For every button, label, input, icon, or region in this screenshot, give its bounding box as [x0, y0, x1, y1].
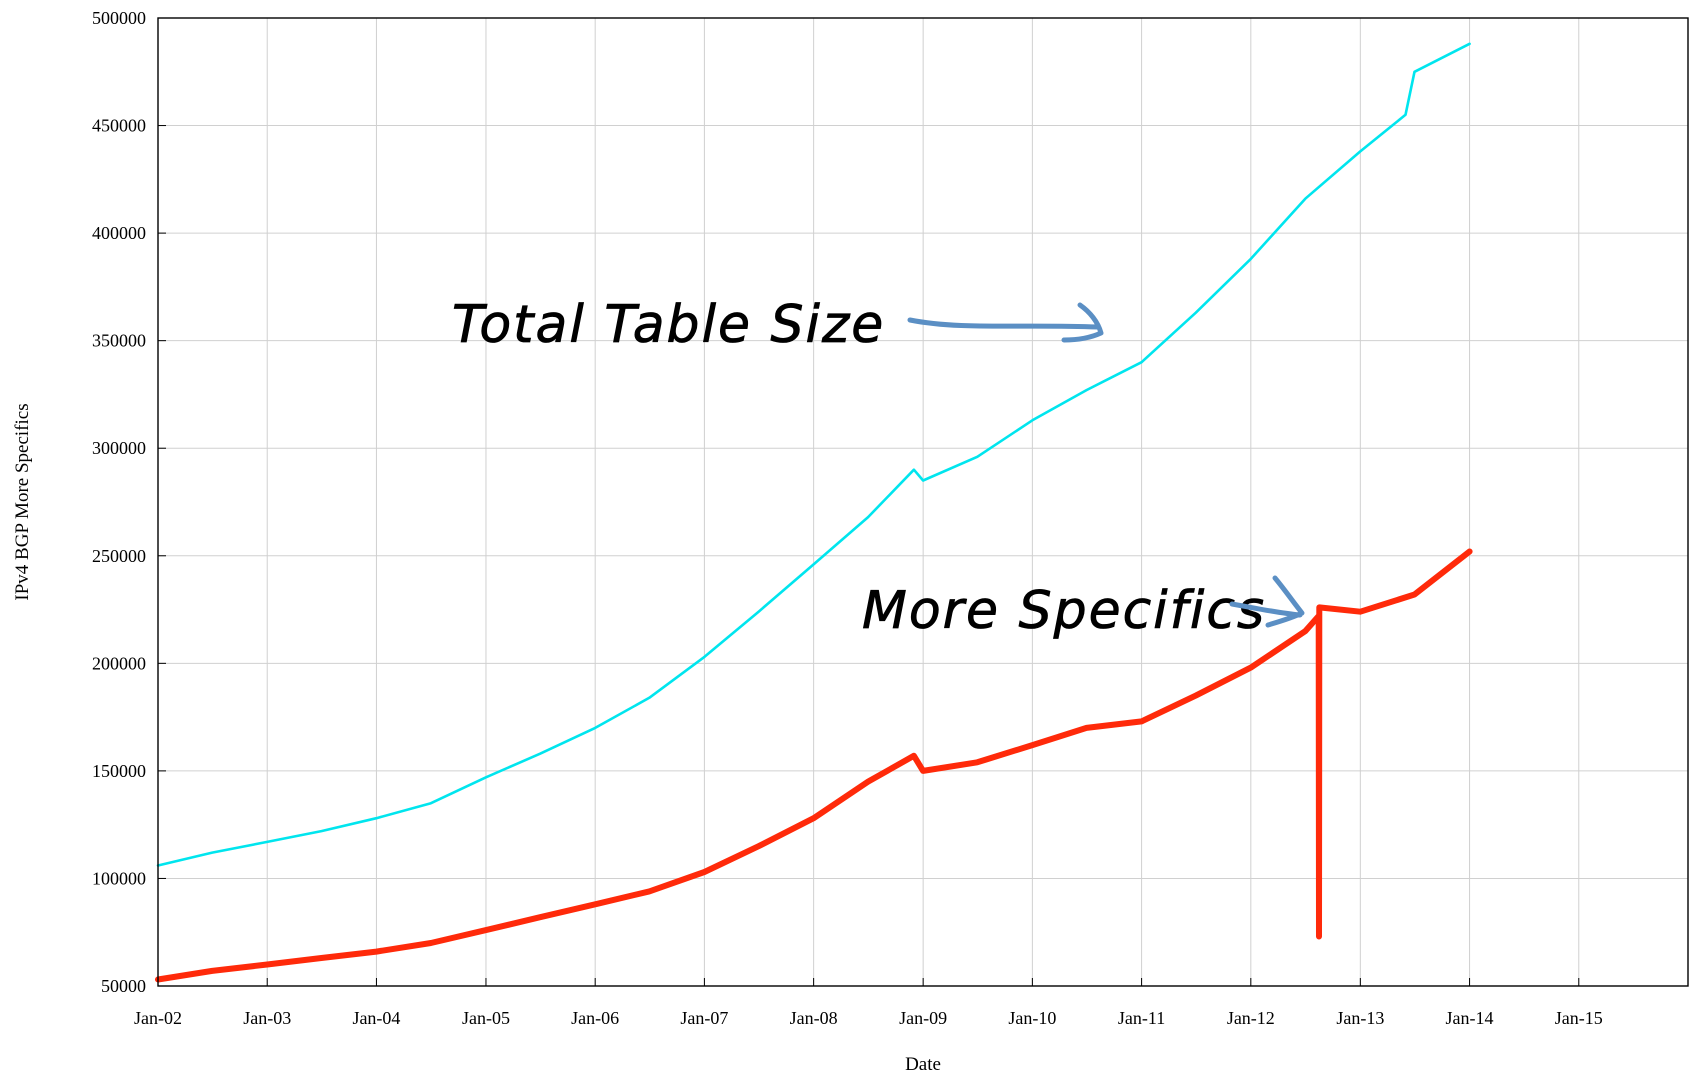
x-tick-label: Jan-05: [462, 1008, 510, 1028]
x-tick-label: Jan-06: [571, 1008, 619, 1028]
x-tick-label: Jan-10: [1008, 1008, 1056, 1028]
x-tick-label: Jan-09: [899, 1008, 947, 1028]
x-tick-label: Jan-14: [1446, 1008, 1494, 1028]
y-tick-label: 400000: [92, 223, 146, 243]
grid: [158, 18, 1688, 986]
x-tick-label: Jan-02: [134, 1008, 182, 1028]
y-tick-label: 500000: [92, 8, 146, 28]
annotations: Total Table Size More Specifics: [452, 295, 1302, 641]
x-tick-label: Jan-04: [352, 1008, 400, 1028]
x-tick-label: Jan-03: [243, 1008, 291, 1028]
y-tick-label: 100000: [92, 868, 146, 888]
x-tick-label: Jan-12: [1227, 1008, 1275, 1028]
y-tick-label: 250000: [92, 546, 146, 566]
annotation-total-table-size: Total Table Size: [452, 295, 885, 355]
y-tick-label: 300000: [92, 438, 146, 458]
x-tick-label: Jan-07: [680, 1008, 728, 1028]
y-tick-label: 150000: [92, 761, 146, 781]
y-tick-label: 350000: [92, 331, 146, 351]
annotation-more-specifics: More Specifics: [862, 581, 1266, 641]
y-axis-title: IPv4 BGP More Specifics: [12, 403, 33, 600]
y-tick-label: 450000: [92, 116, 146, 136]
x-axis-title: Date: [905, 1054, 941, 1075]
y-axis-ticks: 50000 100000 150000 200000 250000 300000 35000…: [92, 8, 166, 996]
y-tick-label: 50000: [101, 976, 146, 996]
x-tick-label: Jan-08: [790, 1008, 838, 1028]
x-tick-label: Jan-15: [1555, 1008, 1603, 1028]
x-tick-label: Jan-11: [1118, 1008, 1165, 1028]
x-tick-label: Jan-13: [1336, 1008, 1384, 1028]
annotation-arrow-total-table-size: [910, 305, 1101, 340]
y-tick-label: 200000: [92, 653, 146, 673]
